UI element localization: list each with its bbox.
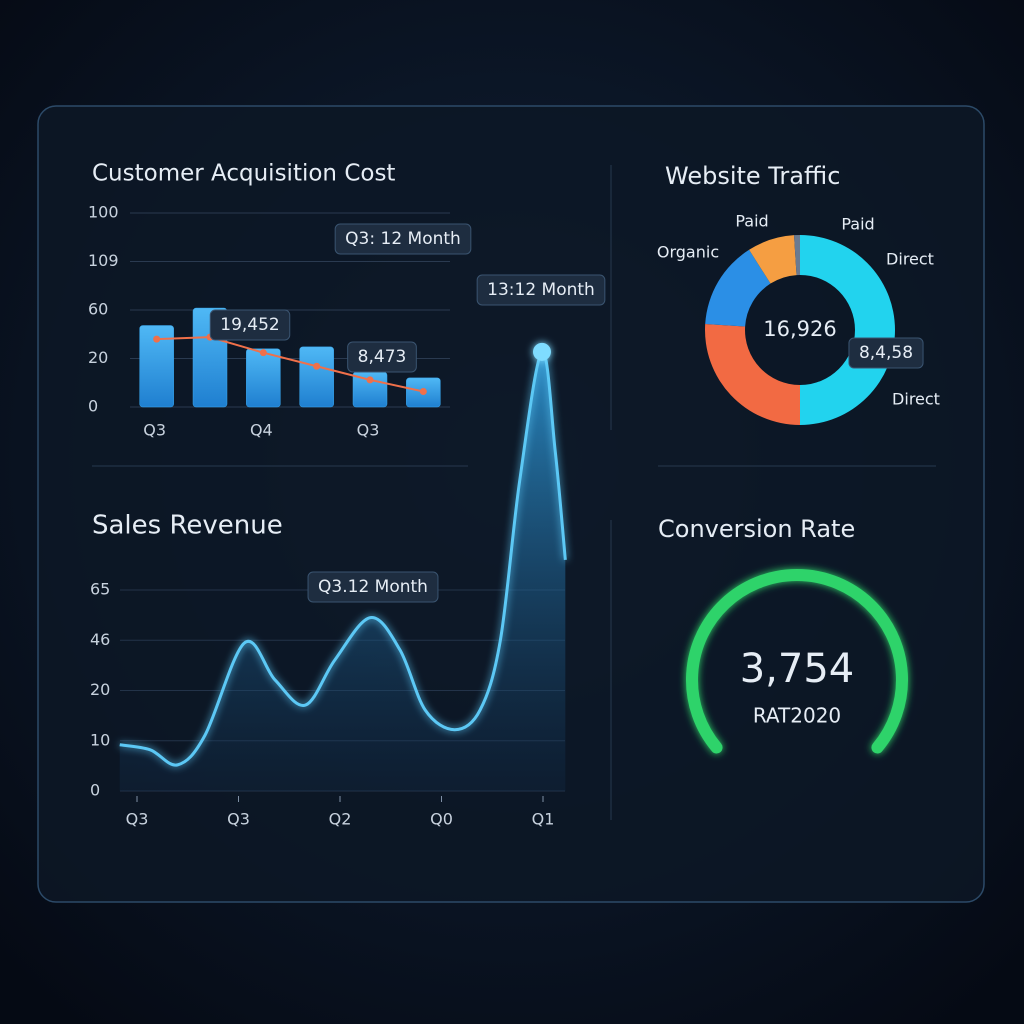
tooltip [347, 341, 417, 373]
segment-label: Paid [841, 215, 874, 234]
chart-title: Conversion Rate [658, 515, 855, 543]
gauge-arc [686, 569, 908, 754]
y-tick-label: 109 [88, 251, 119, 270]
tooltip [848, 337, 924, 369]
tooltip-text: Q3: 12 Month [345, 229, 461, 249]
y-tick-label: 20 [90, 680, 110, 699]
tooltip [334, 223, 472, 255]
segment-label: Direct [892, 390, 940, 409]
y-tick-label: 0 [90, 781, 100, 800]
donut-segment [705, 249, 771, 327]
tooltip-text: Q3.12 Month [318, 577, 428, 597]
x-tick-label: Q0 [430, 810, 453, 829]
x-tick-label: Q3 [143, 421, 166, 440]
y-tick-label: 46 [90, 630, 110, 649]
line [119, 350, 567, 767]
y-tick-label: 60 [88, 300, 108, 319]
line [156, 336, 424, 393]
chart-title: Customer Acquisition Cost [92, 161, 395, 187]
x-tick-label: Q2 [329, 810, 352, 829]
y-tick-label: 65 [90, 580, 110, 599]
bar [246, 348, 281, 408]
gauge-value: 3,754 [740, 646, 855, 692]
tooltip-text: 8,4,58 [859, 343, 913, 363]
x-tick-label: Q3 [357, 421, 380, 440]
line-point [259, 349, 267, 357]
segment-label: Organic [657, 243, 719, 262]
line-point [366, 376, 374, 384]
y-tick-label: 100 [88, 203, 119, 222]
y-tick-label: 10 [90, 730, 110, 749]
peak-point [532, 342, 551, 361]
x-tick-label: Q3 [126, 810, 149, 829]
line-point [419, 387, 427, 395]
donut-segment [705, 324, 800, 425]
center-value: 16,926 [763, 317, 836, 341]
area-fill [119, 351, 566, 791]
bar [139, 325, 174, 408]
chart-title: Website Traffic [665, 162, 840, 190]
y-tick-label: 20 [88, 348, 108, 367]
line-point [153, 335, 161, 343]
gauge-subtitle: RAT2020 [753, 704, 841, 728]
segment-label: Direct [886, 250, 934, 269]
tooltip-text: 19,452 [220, 315, 279, 335]
tooltip-text: 8,473 [358, 347, 407, 367]
y-tick-label: 0 [88, 397, 98, 416]
donut-segment [749, 235, 797, 284]
tooltip-text: 13:12 Month [487, 280, 595, 300]
donut-segment [794, 235, 800, 276]
segment-label: Paid [735, 212, 768, 231]
tooltip [307, 571, 439, 603]
x-tick-label: Q4 [250, 421, 273, 440]
line-point [313, 362, 321, 370]
tooltip [476, 274, 606, 306]
donut-segment [800, 235, 895, 425]
bar [299, 346, 334, 408]
chart-title: Sales Revenue [92, 511, 283, 541]
x-tick-label: Q1 [532, 810, 555, 829]
tooltip [209, 309, 291, 341]
x-tick-label: Q3 [227, 810, 250, 829]
